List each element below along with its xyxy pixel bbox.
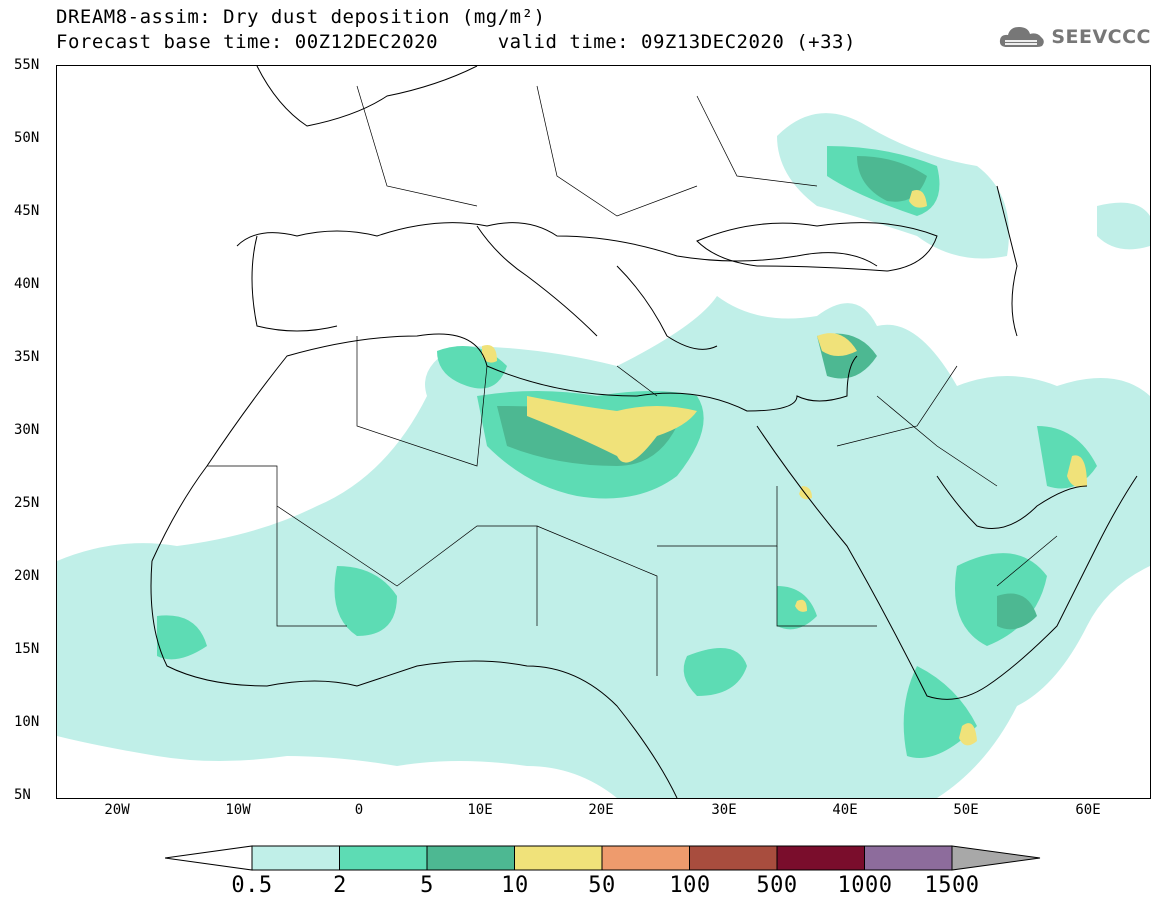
colorbar-bin [426, 845, 515, 871]
colorbar-bin [251, 845, 340, 871]
lat-label: 30N [14, 422, 40, 438]
lon-label: 10E [467, 802, 493, 818]
map-title: DREAM8-assim: Dry dust deposition (mg/m²… [56, 6, 546, 28]
lon-label: 20E [588, 802, 614, 818]
lat-label: 15N [14, 641, 40, 657]
colorbar-bin [864, 845, 953, 871]
colorbar [164, 845, 1045, 875]
lon-label: 50E [953, 802, 979, 818]
colorbar-bin [689, 845, 778, 871]
colorbar-label: 1500 [924, 873, 980, 898]
forecast-time-subtitle: Forecast base time: 00Z12DEC2020 valid t… [56, 31, 856, 53]
country-borders [207, 85, 1058, 676]
lat-label: 20N [14, 568, 40, 584]
lat-label: 40N [14, 276, 40, 292]
lat-tick [56, 65, 63, 66]
lat-label: 50N [14, 130, 40, 146]
colorbar-label: 5 [420, 873, 434, 898]
dust-deposition-map [56, 65, 1151, 799]
lat-label: 5N [14, 787, 31, 803]
colorbar-label: 0.5 [231, 873, 273, 898]
lat-label: 10N [14, 714, 40, 730]
colorbar-bin [776, 845, 865, 871]
seevccc-logo: SEEVCCC [997, 24, 1151, 50]
colorbar-label: 10 [501, 873, 529, 898]
colorbar-label: 500 [756, 873, 798, 898]
colorbar-label: 2 [333, 873, 347, 898]
lat-label: 35N [14, 349, 40, 365]
colorbar-bin [514, 845, 603, 871]
lon-label: 40E [832, 802, 858, 818]
lon-label: 60E [1075, 802, 1101, 818]
colorbar-bin [601, 845, 690, 871]
colorbar-label: 50 [588, 873, 616, 898]
lon-label: 0 [354, 802, 364, 818]
logo-text: SEEVCCC [1051, 26, 1151, 48]
lon-label: 30E [711, 802, 737, 818]
lat-label: 55N [14, 57, 40, 73]
coastlines [150, 66, 1138, 798]
lon-label: 20W [104, 802, 130, 818]
lat-label: 25N [14, 495, 40, 511]
lon-label: 10W [225, 802, 251, 818]
dust-level-10-50 [482, 190, 1087, 746]
colorbar-label: 100 [669, 873, 711, 898]
colorbar-underflow-triangle [164, 845, 253, 871]
colorbar-bin [339, 845, 428, 871]
lat-label: 45N [14, 203, 40, 219]
cloud-icon [1000, 27, 1045, 47]
colorbar-label: 1000 [837, 873, 893, 898]
colorbar-overflow-triangle [951, 845, 1041, 871]
